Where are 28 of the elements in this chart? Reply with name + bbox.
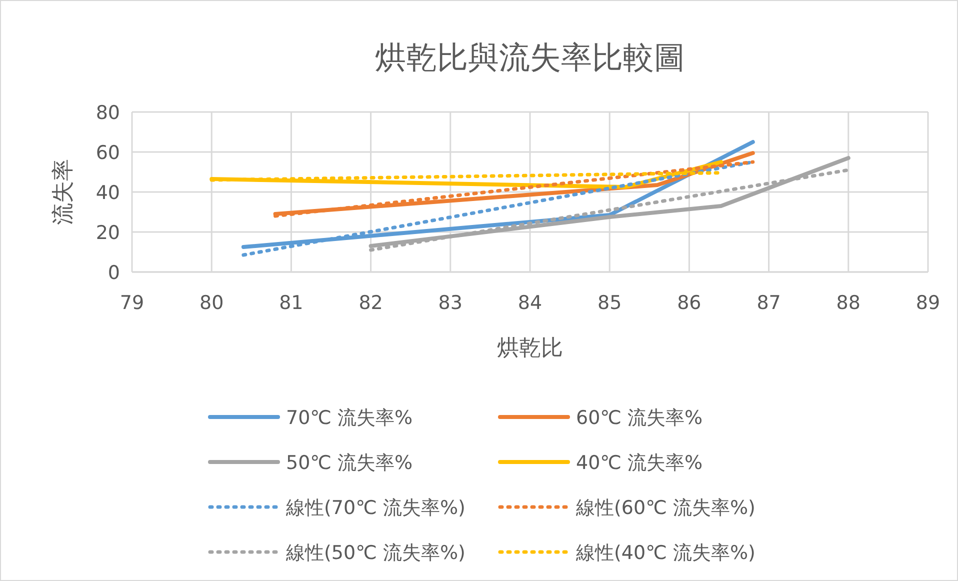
x-tick-label: 83 [438,292,462,314]
x-tick-label: 87 [756,292,781,314]
legend-label: 70℃ 流失率% [286,407,413,429]
x-tick-label: 82 [358,292,383,314]
y-tick-label: 80 [96,102,120,124]
x-tick-label: 79 [120,292,144,314]
legend-label: 線性(60℃ 流失率%) [575,497,756,519]
legend-label: 50℃ 流失率% [286,452,413,474]
y-tick-label: 60 [96,142,120,164]
x-axis-title: 烘乾比 [497,336,563,361]
y-tick-label: 0 [108,262,120,284]
x-tick-label: 86 [677,292,702,314]
x-tick-label: 88 [836,292,860,314]
legend-label: 60℃ 流失率% [576,407,703,429]
x-tick-label: 84 [518,292,542,314]
line-series [368,156,850,248]
chart-title: 烘乾比與流失率比較圖 [375,40,685,76]
y-tick-label: 20 [96,222,120,244]
legend-label: 40℃ 流失率% [576,452,703,474]
y-axis-title: 流失率 [51,159,76,225]
x-tick-label: 81 [279,292,304,314]
legend-label: 線性(50℃ 流失率%) [285,542,466,564]
x-tick-label: 89 [916,292,940,314]
x-tick-label: 85 [598,292,622,314]
x-tick-label: 80 [200,292,224,314]
legend-label: 線性(70℃ 流失率%) [285,497,466,519]
legend-label: 線性(40℃ 流失率%) [575,542,756,564]
y-tick-label: 40 [96,182,120,204]
